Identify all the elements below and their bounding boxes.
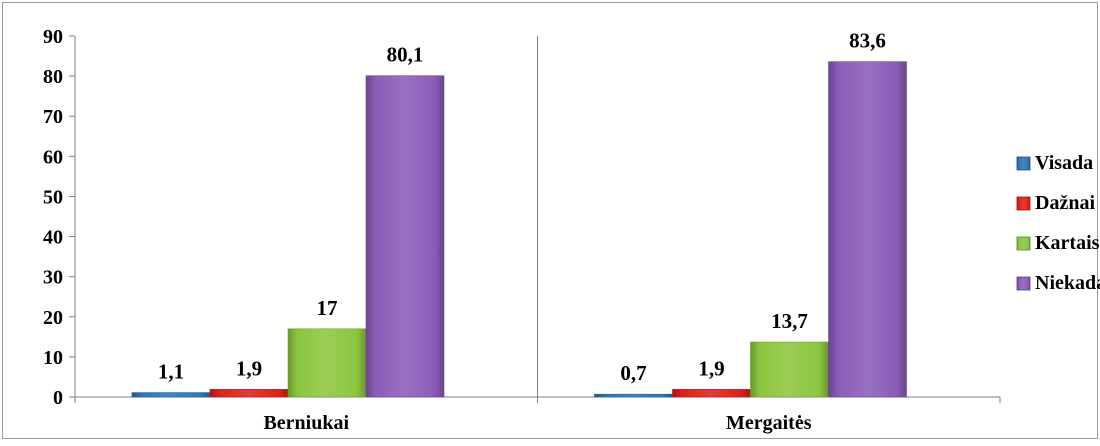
y-tick-label: 80 [43, 66, 63, 88]
bar-kartais [287, 328, 367, 398]
y-tick-label: 20 [43, 307, 63, 329]
legend-label: Dažnai [1035, 192, 1095, 214]
y-tick-label: 0 [53, 387, 63, 409]
legend-swatch [1016, 236, 1031, 251]
legend-swatch [1016, 156, 1031, 171]
data-label: 1,1 [158, 360, 184, 384]
legend-swatch [1016, 276, 1031, 291]
x-category-label: Berniukai [263, 412, 349, 434]
x-category-label: Mergaitės [726, 412, 812, 434]
data-label: 80,1 [387, 43, 424, 67]
y-tick-label: 10 [43, 347, 63, 369]
bar-dažnai [209, 389, 289, 398]
y-tick-label: 60 [43, 146, 63, 168]
data-label: 17 [317, 296, 338, 320]
bar-visada [594, 393, 673, 398]
bar-niekada [365, 75, 445, 398]
data-label: 13,7 [771, 309, 808, 333]
legend-swatch [1016, 196, 1031, 211]
data-label: 1,9 [698, 356, 724, 380]
y-tick-label: 30 [43, 267, 63, 289]
y-tick-label: 50 [43, 186, 63, 208]
y-tick-label: 40 [43, 227, 63, 249]
bar-dažnai [672, 389, 751, 398]
y-tick-label: 70 [43, 106, 63, 128]
data-label: 83,6 [849, 29, 886, 53]
bar-visada [131, 392, 211, 398]
data-label: 0,7 [620, 361, 646, 385]
y-tick-label: 90 [43, 26, 63, 48]
bar-niekada [828, 61, 907, 398]
data-label: 1,9 [236, 356, 262, 380]
chart-frame [2, 2, 1098, 439]
bar-kartais [750, 341, 829, 398]
legend-label: Visada [1035, 152, 1093, 174]
legend-label: Kartais [1035, 232, 1100, 254]
legend-label: Niekada [1035, 272, 1100, 294]
